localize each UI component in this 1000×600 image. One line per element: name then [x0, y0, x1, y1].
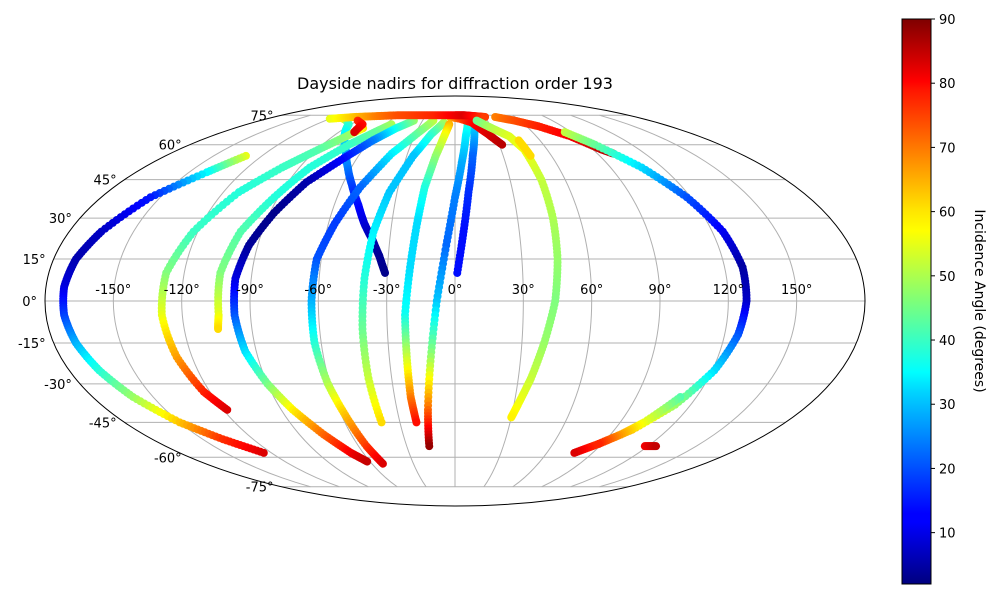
longitude-tick-label: 60°: [580, 283, 603, 298]
longitude-gridline: [249, 114, 369, 488]
data-point: [526, 151, 535, 160]
data-point: [259, 448, 268, 457]
colorbar-ticks: 10 20 30 40 50 60 70 80 90: [931, 13, 956, 542]
colorbar-tick-label: 90: [939, 13, 956, 28]
chart-title: Dayside nadirs for diffraction order 193: [297, 74, 613, 93]
data-point: [214, 325, 223, 334]
longitude-tick-label: -90°: [236, 283, 264, 298]
data-point: [652, 442, 661, 451]
longitude-gridline: [181, 114, 340, 488]
longitude-tick-label: 90°: [648, 283, 671, 298]
data-point: [507, 413, 516, 422]
colorbar: [901, 18, 932, 585]
latitude-tick-label: 15°: [23, 253, 46, 268]
data-point: [412, 418, 421, 427]
longitude-gridline: [112, 114, 311, 488]
data-point: [363, 457, 372, 466]
graticule-grid: [45, 114, 865, 488]
data-point: [425, 442, 434, 451]
longitude-tick-label: 0°: [448, 283, 463, 298]
longitude-gridline: [599, 114, 798, 488]
data-point: [481, 113, 490, 121]
data-point: [570, 448, 579, 457]
longitude-gridline: [541, 114, 661, 488]
data-point: [350, 128, 359, 137]
latitude-tick-label: -60°: [154, 451, 182, 466]
map-boundary: [44, 95, 866, 507]
colorbar-label: Incidence Angle (degrees): [971, 209, 987, 392]
colorbar-tick-label: 20: [939, 462, 956, 477]
colorbar-tick-label: 30: [939, 398, 956, 413]
data-point: [594, 439, 603, 448]
data-point: [377, 418, 386, 427]
longitude-gridline: [483, 114, 524, 488]
longitude-tick-label: 120°: [713, 283, 744, 298]
longitude-gridline: [512, 114, 593, 488]
colorbar-tick-label: 60: [939, 206, 956, 221]
latitude-tick-label: -30°: [44, 378, 72, 393]
data-point: [498, 140, 507, 149]
longitude-tick-label: -150°: [95, 283, 131, 298]
longitude-tick-label: 150°: [781, 283, 812, 298]
colorbar-tick-label: 40: [939, 334, 956, 349]
data-point: [378, 459, 387, 468]
latitude-tick-label: -15°: [18, 337, 46, 352]
latitude-tick-label: 75°: [250, 109, 273, 124]
latitude-tick-label: 45°: [94, 174, 117, 189]
data-point: [223, 405, 232, 414]
data-point: [453, 268, 462, 277]
longitude-gridline: [570, 114, 729, 488]
latitude-tick-label: -75°: [246, 481, 274, 496]
longitude-tick-label: -60°: [304, 283, 332, 298]
longitude-tick-label: -120°: [164, 283, 200, 298]
latitude-tick-label: -45°: [89, 416, 117, 431]
colorbar-tick-label: 70: [939, 141, 956, 156]
colorbar-tick-label: 80: [939, 77, 956, 92]
data-point: [381, 268, 390, 277]
colorbar-tick-label: 10: [939, 527, 956, 542]
longitude-tick-labels: -150° -120° -90° -60° -30° 0° 30° 60° 90° 120° 150…: [95, 283, 812, 298]
longitude-tick-label: -30°: [373, 283, 401, 298]
latitude-tick-label: 0°: [22, 295, 37, 310]
colorbar-tick-label: 50: [939, 270, 956, 285]
longitude-tick-label: 30°: [512, 283, 535, 298]
latitude-tick-label: 60°: [159, 139, 182, 154]
data-points: [59, 111, 751, 468]
latitude-tick-labels: 75° 60° 45° 30° 15° 0° -15° -30° -45° -60° -75°: [18, 109, 274, 495]
latitude-tick-label: 30°: [49, 212, 72, 227]
